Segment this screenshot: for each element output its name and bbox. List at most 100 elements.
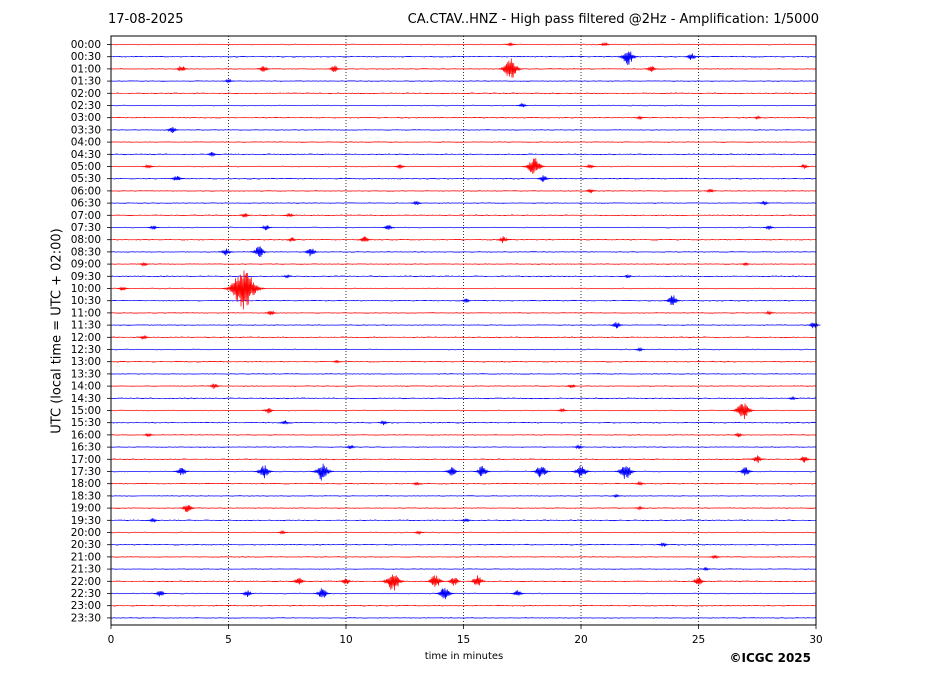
trace-noise bbox=[110, 446, 817, 448]
trace-event bbox=[137, 334, 150, 341]
trace-noise bbox=[110, 129, 817, 131]
trace-event bbox=[259, 224, 273, 231]
trace-event bbox=[806, 322, 821, 329]
y-tick-label: 23:00 bbox=[71, 600, 101, 612]
trace-event bbox=[758, 200, 770, 206]
trace-event bbox=[657, 542, 669, 547]
trace-event bbox=[410, 200, 422, 206]
trace-noise bbox=[110, 519, 817, 522]
trace-noise bbox=[110, 556, 817, 558]
y-tick-label: 13:00 bbox=[71, 356, 101, 368]
trace-event bbox=[434, 588, 455, 600]
y-tick-label: 18:30 bbox=[71, 490, 101, 502]
trace-event bbox=[285, 237, 298, 242]
trace-event bbox=[510, 589, 525, 596]
trace-noise bbox=[110, 214, 817, 217]
trace-noise bbox=[110, 104, 817, 107]
y-tick-label: 20:00 bbox=[71, 527, 101, 539]
trace-event bbox=[616, 51, 639, 66]
trace-event bbox=[165, 126, 179, 134]
y-tick-label: 21:30 bbox=[71, 564, 101, 576]
trace-event bbox=[327, 65, 342, 73]
trace-event bbox=[174, 66, 189, 72]
trace-event bbox=[704, 188, 716, 194]
trace-noise bbox=[110, 409, 817, 412]
trace-event bbox=[221, 270, 266, 310]
trace-event bbox=[256, 66, 271, 72]
trace-event bbox=[751, 115, 763, 121]
trace-event bbox=[732, 432, 744, 438]
trace-event bbox=[261, 408, 275, 414]
trace-event bbox=[206, 151, 219, 157]
y-tick-label: 06:30 bbox=[71, 198, 101, 210]
trace-noise bbox=[110, 68, 817, 70]
trace-event bbox=[609, 321, 624, 329]
y-tick-label: 10:30 bbox=[71, 295, 101, 307]
trace-event bbox=[169, 175, 184, 181]
trace-event bbox=[153, 591, 168, 597]
trace-noise bbox=[110, 543, 817, 546]
y-tick-label: 19:00 bbox=[71, 503, 101, 515]
y-tick-label: 11:00 bbox=[71, 307, 101, 319]
y-tick-label: 02:00 bbox=[71, 88, 101, 100]
trace-event bbox=[584, 188, 596, 194]
trace-noise bbox=[110, 507, 817, 509]
chart-title: CA.CTAV..HNZ - High pass filtered @2Hz -… bbox=[407, 12, 819, 27]
trace-event bbox=[798, 163, 810, 169]
y-tick-label: 02:30 bbox=[71, 100, 101, 112]
trace-event bbox=[684, 53, 699, 60]
trace-event bbox=[338, 578, 353, 585]
trace-event bbox=[278, 420, 291, 425]
y-tick-label: 07:00 bbox=[71, 210, 101, 222]
y-tick-label: 12:00 bbox=[71, 332, 101, 344]
trace-event bbox=[634, 115, 646, 121]
trace-event bbox=[622, 273, 634, 279]
trace-event bbox=[749, 455, 765, 463]
x-ticks: 0 5 10 15 20 25 30 bbox=[108, 625, 823, 646]
trace-event bbox=[173, 467, 190, 476]
plot-frame bbox=[110, 35, 817, 626]
trace-event bbox=[276, 529, 288, 535]
trace-noise bbox=[110, 324, 817, 326]
trace-event bbox=[584, 163, 596, 169]
y-tick-label: 21:00 bbox=[71, 551, 101, 563]
trace-rows bbox=[110, 43, 817, 619]
trace-event bbox=[147, 517, 160, 523]
trace-event bbox=[468, 575, 487, 586]
trace-event bbox=[281, 274, 293, 279]
y-tick-label: 05:00 bbox=[71, 161, 101, 173]
trace-event bbox=[331, 359, 342, 364]
y-tick-label: 20:30 bbox=[71, 539, 101, 551]
y-tick-label: 08:30 bbox=[71, 246, 101, 258]
trace-event bbox=[763, 310, 775, 315]
trace-event bbox=[142, 163, 155, 169]
trace-noise bbox=[110, 202, 817, 204]
y-tick-label: 14:30 bbox=[71, 393, 101, 405]
trace-noise bbox=[110, 360, 817, 363]
y-tick-label: 00:00 bbox=[71, 39, 101, 51]
trace-event bbox=[614, 466, 637, 479]
y-tick-label: 19:30 bbox=[71, 515, 101, 527]
x-tick-label: 5 bbox=[225, 634, 232, 646]
x-tick-label: 25 bbox=[692, 634, 705, 646]
grid-lines bbox=[228, 36, 699, 625]
trace-event bbox=[381, 224, 395, 230]
trace-event bbox=[473, 465, 491, 477]
trace-event bbox=[443, 467, 460, 476]
trace-event bbox=[565, 384, 578, 389]
trace-event bbox=[142, 432, 155, 437]
trace-noise bbox=[110, 568, 817, 570]
y-tick-label: 18:00 bbox=[71, 478, 101, 490]
trace-event bbox=[137, 261, 150, 267]
trace-event bbox=[459, 517, 472, 523]
trace-event bbox=[446, 577, 462, 586]
trace-event bbox=[179, 505, 196, 513]
trace-noise bbox=[110, 336, 817, 339]
y-tick-label: 15:30 bbox=[71, 417, 101, 429]
trace-event bbox=[283, 212, 296, 218]
trace-noise bbox=[110, 116, 817, 119]
trace-event bbox=[708, 554, 721, 560]
y-tick-label: 01:00 bbox=[71, 63, 101, 75]
trace-noise bbox=[110, 238, 817, 241]
